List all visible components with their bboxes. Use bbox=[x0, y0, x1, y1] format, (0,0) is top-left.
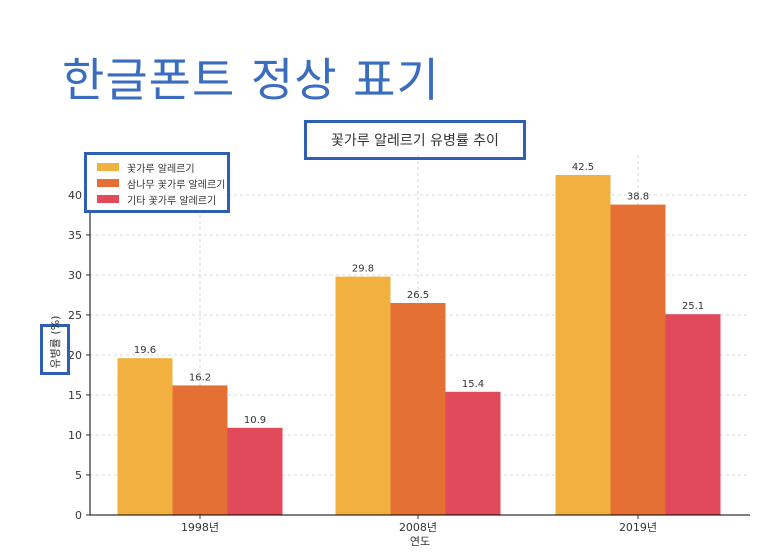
data-label: 38.8 bbox=[627, 192, 649, 203]
bar bbox=[555, 175, 611, 515]
y-tick-label: 10 bbox=[68, 429, 82, 442]
legend-item: 삼나무 꽃가루 알레르기 bbox=[97, 175, 227, 191]
data-label: 15.4 bbox=[462, 379, 484, 390]
y-tick-label: 35 bbox=[68, 229, 82, 242]
bar bbox=[172, 385, 228, 515]
data-label: 10.9 bbox=[244, 415, 266, 426]
y-tick-label: 0 bbox=[75, 509, 82, 522]
x-axis-label: 연도 bbox=[410, 535, 430, 548]
data-label: 29.8 bbox=[352, 264, 374, 275]
x-tick-label: 2008년 bbox=[399, 521, 437, 534]
bar bbox=[335, 276, 391, 515]
x-tick-label: 2019년 bbox=[619, 521, 657, 534]
legend-label: 기타 꽃가루 알레르기 bbox=[127, 195, 217, 207]
bar bbox=[665, 314, 721, 515]
data-label: 42.5 bbox=[572, 162, 594, 173]
legend-swatch bbox=[97, 195, 119, 203]
y-tick-label: 5 bbox=[75, 469, 82, 482]
bar bbox=[390, 303, 446, 515]
legend-label: 삼나무 꽃가루 알레르기 bbox=[127, 179, 226, 191]
legend-item: 기타 꽃가루 알레르기 bbox=[97, 191, 227, 207]
y-tick-label: 20 bbox=[68, 349, 82, 362]
legend-label: 꽃가루 알레르기 bbox=[127, 163, 195, 175]
bar bbox=[117, 358, 173, 515]
data-label: 25.1 bbox=[682, 301, 704, 312]
legend-swatch bbox=[97, 163, 119, 171]
y-axis-label: 유병률 (%) bbox=[49, 315, 62, 369]
y-tick-label: 30 bbox=[68, 269, 82, 282]
y-tick-label: 40 bbox=[68, 189, 82, 202]
y-tick-label: 15 bbox=[68, 389, 82, 402]
bar bbox=[227, 427, 283, 515]
bar bbox=[610, 204, 666, 515]
data-label: 19.6 bbox=[134, 345, 156, 356]
bar bbox=[445, 391, 501, 515]
slide-title: 한글폰트 정상 표기 bbox=[62, 53, 440, 107]
data-label: 26.5 bbox=[407, 290, 429, 301]
y-tick-label: 25 bbox=[68, 309, 82, 322]
x-tick-label: 1998년 bbox=[181, 521, 219, 534]
data-label: 16.2 bbox=[189, 372, 211, 383]
legend-item: 꽃가루 알레르기 bbox=[97, 159, 227, 175]
chart-legend: 꽃가루 알레르기 삼나무 꽃가루 알레르기 기타 꽃가루 알레르기 bbox=[84, 152, 230, 213]
chart-title: 꽃가루 알레르기 유병률 추이 bbox=[304, 120, 526, 160]
y-axis-label-highlight bbox=[40, 324, 70, 375]
legend-swatch bbox=[97, 179, 119, 187]
